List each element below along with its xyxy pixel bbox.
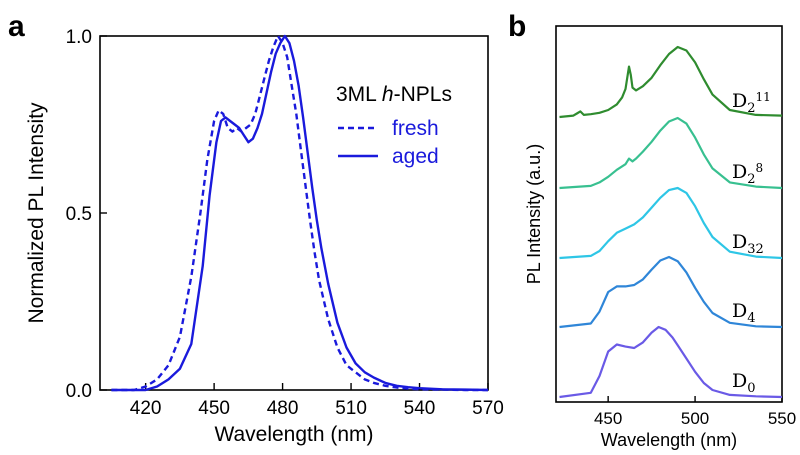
legend-a: fresh aged (338, 117, 439, 168)
series-line-d-4 (559, 45, 783, 119)
series-line-aged (111, 34, 489, 392)
axis-ticks-a: 420 450 480 510 540 570 0.0 0.5 1.0 (66, 27, 504, 419)
legend-label-aged: aged (392, 145, 439, 168)
series-label-d-3: D28 (732, 161, 763, 187)
x-tick-label-b: 550 (768, 409, 796, 428)
x-tick-label-b: 450 (594, 409, 622, 428)
series-label-d-1: D4 (732, 300, 756, 326)
x-tick-label-a: 420 (130, 398, 162, 419)
series-label-d-4: D211 (732, 90, 771, 116)
x-tick-label-a: 510 (335, 398, 367, 419)
x-axis-label-a: Wavelength (nm) (214, 423, 373, 446)
x-tick-label-a: 540 (404, 398, 436, 419)
panel-label-b: b (508, 10, 526, 43)
series-label-d-2: D32 (732, 231, 764, 257)
panel-a: a 420 450 480 510 540 570 0.0 0.5 1.0 Wavelength… (8, 10, 504, 446)
axis-ticks-b: 450 500 550 (594, 396, 796, 428)
series-line-d-2 (559, 186, 783, 260)
series-lines-b: D0 D4 D32 D28 D211 (559, 45, 783, 399)
series-label-d-0: D0 (732, 370, 756, 396)
panel-b: b 450 500 550 D0 D4 D32 D28 D211 Wavelength (n… (508, 10, 796, 450)
panel-label-a: a (8, 10, 25, 43)
x-tick-label-a: 450 (198, 398, 230, 419)
y-tick-label-a: 0.0 (66, 381, 92, 402)
series-line-d-1 (559, 255, 783, 329)
series-line-fresh (111, 34, 488, 392)
y-tick-label-a: 0.5 (66, 204, 92, 225)
legend-title: 3ML h-NPLs (336, 83, 452, 106)
x-tick-label-a: 480 (267, 398, 299, 419)
x-axis-label-b: Wavelength (nm) (601, 430, 737, 450)
series-lines-a (111, 34, 489, 392)
series-line-d-0 (559, 325, 783, 399)
x-tick-label-b: 500 (681, 409, 709, 428)
y-axis-label-b: PL Intensity (a.u.) (524, 144, 544, 284)
series-line-d-3 (559, 116, 783, 190)
x-tick-label-a: 570 (472, 398, 504, 419)
legend-label-fresh: fresh (392, 117, 439, 140)
plot-frame-b (555, 25, 783, 403)
y-axis-label-a: Normalized PL Intensity (25, 102, 48, 323)
y-tick-label-a: 1.0 (66, 27, 92, 48)
